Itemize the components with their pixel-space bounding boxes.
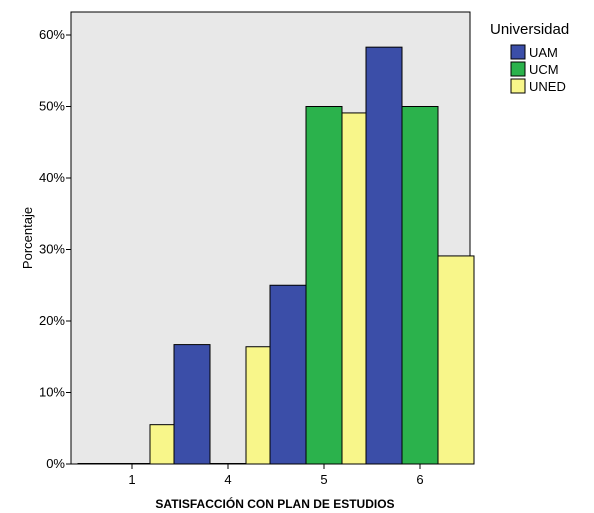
bar-uam-6	[365, 46, 403, 465]
bar-uam-5	[269, 284, 307, 465]
x-tick-label: 1	[128, 472, 135, 487]
x-tick-label: 5	[320, 472, 327, 487]
bars	[77, 46, 475, 465]
bar-uned-6	[437, 255, 475, 465]
x-axis: 1 4 5 6	[128, 464, 424, 487]
y-tick-label: 60%	[39, 27, 65, 42]
x-tick-label: 6	[416, 472, 423, 487]
bar-ucm-1	[113, 463, 151, 465]
legend-label-ucm: UCM	[529, 62, 559, 77]
legend-swatch-ucm	[510, 61, 526, 77]
legend-title: Universidad	[490, 21, 569, 38]
bar-ucm-4	[209, 463, 247, 465]
y-axis: 0% 10% 20% 30% 40% 50% 60%	[39, 27, 71, 471]
y-tick-label: 10%	[39, 385, 65, 400]
y-tick-label: 40%	[39, 170, 65, 185]
legend-swatch-uam	[510, 44, 526, 60]
bar-uam-1	[77, 463, 115, 465]
bar-ucm-5	[305, 106, 343, 465]
bar-ucm-6	[401, 106, 439, 465]
legend: Universidad UAM UCM UNED	[490, 21, 569, 94]
y-tick-label: 20%	[39, 313, 65, 328]
x-axis-title: SATISFACCIÓN CON PLAN DE ESTUDIOS	[155, 496, 394, 511]
legend-label-uam: UAM	[529, 45, 558, 60]
bar-uam-4	[173, 344, 211, 465]
x-tick-label: 4	[224, 472, 231, 487]
y-tick-label: 0%	[46, 456, 65, 471]
y-axis-title: Porcentaje	[20, 207, 35, 269]
legend-label-uned: UNED	[529, 79, 566, 94]
y-tick-label: 30%	[39, 242, 65, 257]
y-tick-label: 50%	[39, 99, 65, 114]
legend-swatch-uned	[510, 78, 526, 94]
